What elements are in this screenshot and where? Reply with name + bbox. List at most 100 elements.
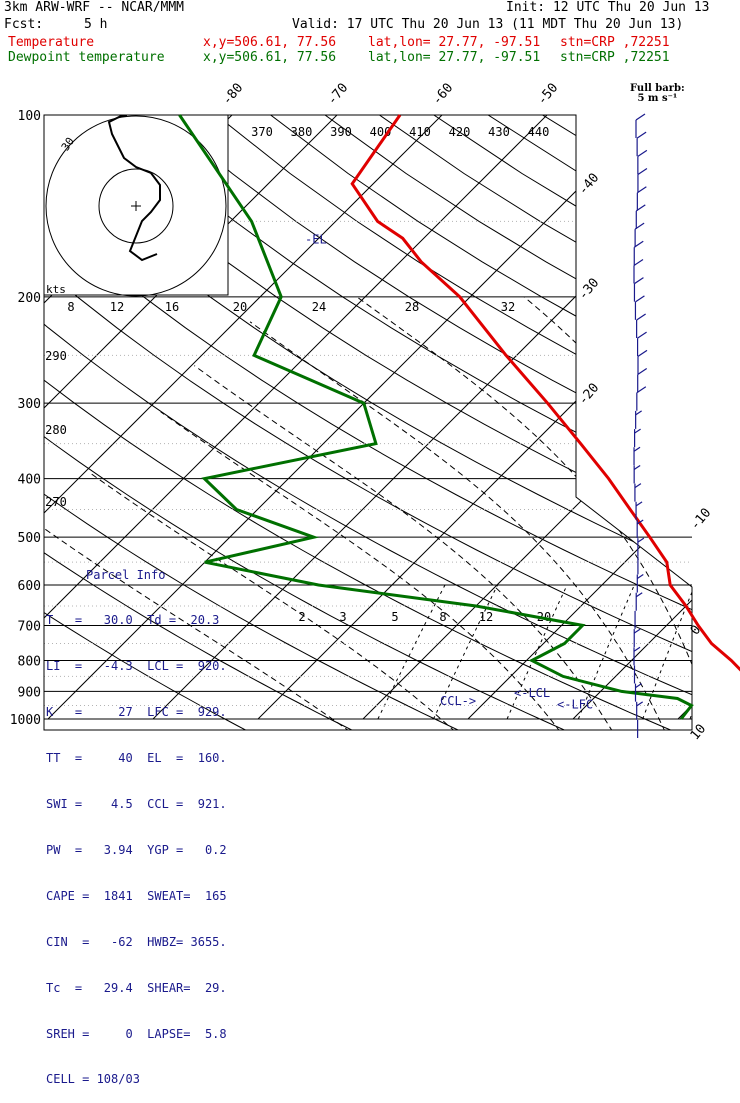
pressure-tick-label: 100 <box>18 109 41 124</box>
wind-barbs <box>634 114 647 738</box>
temperature-tick-label: -70 <box>325 81 352 109</box>
parcel-info-row: LI = -4.3 LCL = 920. <box>46 659 224 674</box>
mixing-ratio-label: 3 <box>339 610 346 624</box>
mixing-ratio-label: 28 <box>405 300 419 314</box>
wind-barb-flag <box>636 114 645 120</box>
wind-barb-half <box>634 465 640 469</box>
mixing-ratio-label: 8 <box>67 300 74 314</box>
wind-barb <box>638 150 647 174</box>
wind-barb-half <box>635 429 641 433</box>
isotherm-line <box>363 115 740 719</box>
pressure-tick-label: 400 <box>18 473 41 488</box>
mixing-ratio-label: 20 <box>233 300 247 314</box>
wind-barb <box>634 259 643 283</box>
temperature-tick-label: -30 <box>576 276 603 304</box>
wind-barb <box>637 132 646 156</box>
level-annotation: <-LFC <box>557 698 593 712</box>
wind-barb-flag <box>637 314 646 320</box>
theta-label: 390 <box>330 125 352 139</box>
pressure-tick-label: 900 <box>18 685 41 700</box>
theta-label: 280 <box>45 423 67 437</box>
pressure-tick-label: 500 <box>18 531 41 546</box>
wind-barb-half <box>634 447 640 451</box>
mixing-ratio-line <box>378 585 445 719</box>
dry-adiabat-line <box>216 115 740 732</box>
dry-adiabat-line <box>706 115 740 732</box>
theta-label: 410 <box>409 125 431 139</box>
theta-label: 290 <box>45 349 67 363</box>
wind-barb <box>636 411 642 429</box>
theta-label: 420 <box>449 125 471 139</box>
pressure-tick-label: 800 <box>18 654 41 669</box>
wind-barb-half <box>636 502 642 506</box>
dry-adiabat-line <box>434 115 740 732</box>
wind-barb <box>636 593 642 611</box>
wind-barb-half <box>636 684 642 688</box>
dry-adiabat-line <box>325 115 740 732</box>
parcel-info-row: Tc = 29.4 SHEAR= 29. <box>46 981 224 996</box>
pressure-tick-label: 700 <box>18 619 41 634</box>
dry-adiabat-line <box>597 115 740 732</box>
wind-barb <box>634 465 640 483</box>
wind-barb-flag <box>638 350 647 356</box>
parcel-info-row: TT = 40 EL = 160. <box>46 751 224 766</box>
wind-barb-flag <box>637 132 646 138</box>
wind-barb <box>634 629 640 647</box>
wind-barb-flag <box>638 150 647 156</box>
hodograph-kts-label: kts <box>46 283 66 296</box>
parcel-info-row: SREH = 0 LAPSE= 5.8 <box>46 1027 224 1042</box>
parcel-info-title: Parcel Info <box>46 568 224 583</box>
hodograph: 30 kts <box>44 115 228 296</box>
parcel-info-panel: Parcel Info T = 30.0 Td = 20.3 LI = -4.3… <box>46 537 224 730</box>
wind-barb <box>638 332 647 356</box>
mixing-ratio-label: 16 <box>165 300 179 314</box>
wind-barb-half <box>636 593 642 597</box>
level-annotation: -EL <box>305 232 327 246</box>
parcel-info-row: CELL = 108/03 <box>46 1072 224 1087</box>
theta-label: 440 <box>528 125 550 139</box>
wind-barb <box>634 447 640 465</box>
wind-barb-half <box>634 629 640 633</box>
wind-barb-flag <box>635 296 644 302</box>
mixing-ratio-label: 5 <box>391 610 398 624</box>
temperature-tick-label: 10 <box>688 722 710 740</box>
wind-barb-half <box>634 647 640 651</box>
mixing-ratio-label: 24 <box>312 300 326 314</box>
isotherm-line <box>258 115 740 719</box>
wind-barb-flag <box>638 369 647 375</box>
mixing-ratio-label: 32 <box>501 300 515 314</box>
wind-barb <box>635 429 641 447</box>
level-annotation: <-LCL <box>514 686 550 700</box>
wind-barb <box>635 484 641 502</box>
parcel-info-row: T = 30.0 Td = 20.3 <box>46 613 224 628</box>
theta-label: 370 <box>251 125 273 139</box>
wind-barb-half <box>635 484 641 488</box>
wind-barb-flag <box>637 187 646 193</box>
pressure-tick-label: 1000 <box>10 713 41 728</box>
theta-label: 430 <box>488 125 510 139</box>
wind-barb-half <box>637 575 643 579</box>
wind-barb-flag <box>634 259 643 265</box>
temperature-tick-label: -10 <box>688 506 715 534</box>
pressure-tick-label: 300 <box>18 397 41 412</box>
wind-barb-half <box>636 411 642 415</box>
pressure-tick-label: 600 <box>18 579 41 594</box>
temperature-tick-label: -80 <box>220 81 247 109</box>
parcel-info-row: K = 27 LFC = 929. <box>46 705 224 720</box>
wind-barb <box>634 647 640 665</box>
mixing-ratio-label: 8 <box>439 610 446 624</box>
parcel-info-row: PW = 3.94 YGP = 0.2 <box>46 843 224 858</box>
parcel-info-row: CIN = -62 HWBZ= 3655. <box>46 935 224 950</box>
mixing-ratio-label: 12 <box>479 610 493 624</box>
temperature-tick-label: -40 <box>576 171 603 199</box>
wind-barb-half <box>637 702 643 706</box>
temperature-tick-label: -20 <box>576 381 603 409</box>
theta-label: 270 <box>45 495 67 509</box>
mixing-ratio-line <box>728 585 740 719</box>
dry-adiabat-line <box>271 115 740 732</box>
isotherm-line <box>573 115 740 719</box>
wind-barb-flag <box>638 332 647 338</box>
temperature-tick-label: -60 <box>430 81 457 109</box>
wind-barb-half <box>638 538 644 542</box>
wind-barb-flag <box>638 169 647 175</box>
